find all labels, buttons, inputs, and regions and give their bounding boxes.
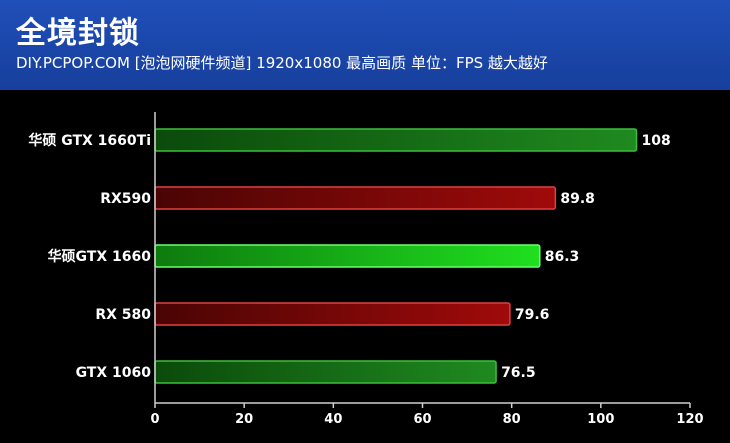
chart-title: 全境封锁 [16, 16, 140, 51]
category-label: 华硕 GTX 1660Ti [28, 132, 151, 149]
value-label: 89.8 [560, 191, 595, 207]
bar [154, 360, 497, 384]
category-label: 华硕GTX 1660 [48, 248, 152, 265]
x-tick-label: 0 [150, 412, 159, 427]
x-tick-label: 120 [676, 412, 703, 427]
value-label: 86.3 [545, 249, 580, 265]
chart-subtitle: DIY.PCPOP.COM [泡泡网硬件频道] 1920x1080 最高画质 单… [16, 54, 548, 72]
category-label: RX590 [100, 191, 151, 207]
chart-header: 全境封锁 DIY.PCPOP.COM [泡泡网硬件频道] 1920x1080 最… [0, 0, 730, 90]
bar [154, 186, 557, 210]
bars-layer: 华硕 GTX 1660Ti 108 RX590 89.8 华硕GTX 1660 86.3 R… [28, 128, 671, 384]
bar [154, 302, 511, 326]
x-axis: 0 20 40 60 80 100 120 [150, 112, 704, 427]
x-tick-label: 100 [587, 412, 614, 427]
x-tick-label: 40 [324, 412, 342, 427]
bar [154, 128, 638, 152]
bar [154, 244, 541, 268]
category-label: RX 580 [95, 307, 151, 323]
category-label: GTX 1060 [76, 365, 152, 381]
value-label: 108 [642, 133, 671, 149]
value-label: 76.5 [501, 365, 536, 381]
x-tick-label: 80 [503, 412, 521, 427]
bar-chart: 华硕 GTX 1660Ti 108 RX590 89.8 华硕GTX 1660 86.3 R… [28, 112, 704, 427]
value-label: 79.6 [515, 307, 550, 323]
x-tick-label: 60 [413, 412, 431, 427]
x-tick-label: 20 [235, 412, 253, 427]
